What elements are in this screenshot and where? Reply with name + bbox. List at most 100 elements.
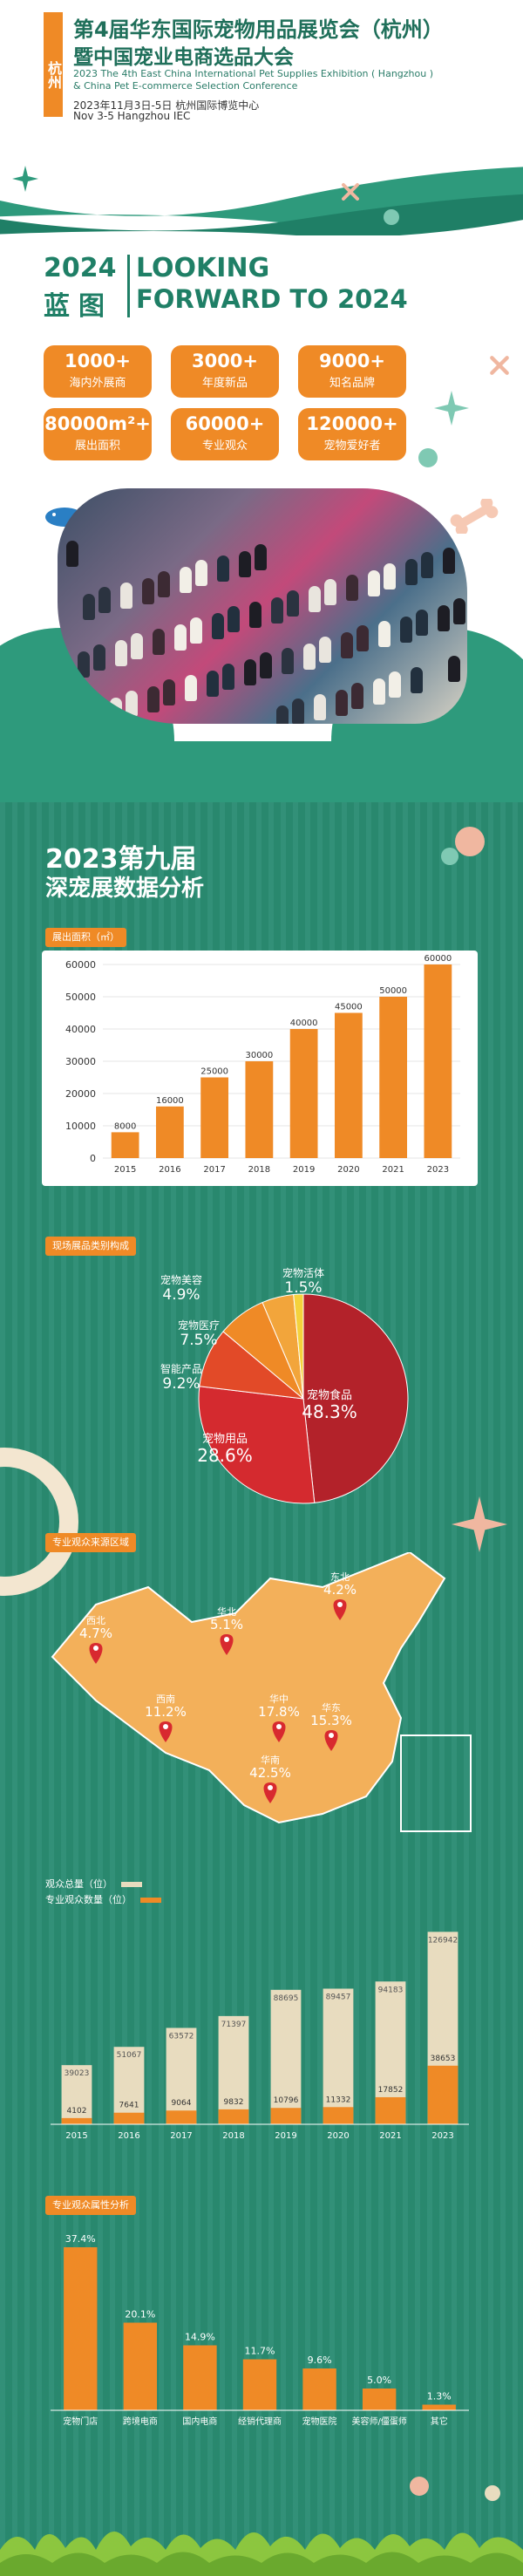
x-tick-label: 2020 <box>337 1165 359 1175</box>
legend-swatch-pro <box>139 1898 161 1903</box>
bar-total <box>270 1989 302 2124</box>
crowd-figure <box>276 705 289 724</box>
crowd-figure <box>244 659 256 685</box>
data-label: 45000 <box>335 1003 363 1012</box>
data-label-pro: 38653 <box>431 2055 456 2063</box>
exhibition-photo <box>58 488 467 724</box>
event-date: 2023年11月3日-5日 杭州国际博览中心 <box>73 99 260 112</box>
south-sea-inset <box>400 1734 472 1832</box>
attribute-bar-chart: 37.4% 宠物门店 20.1% 跨境电商 14.9% 国内电商 11.7% 经销代理商 9.6… <box>51 2233 469 2427</box>
data-label-total: 126942 <box>428 1936 458 1945</box>
crowd-figure <box>443 548 455 574</box>
x-tick-label: 2018 <box>248 1165 270 1175</box>
crowd-figure <box>115 640 127 666</box>
pie-slice <box>302 1293 409 1503</box>
data-label-pro: 9832 <box>224 2098 244 2107</box>
bar-total <box>113 2047 145 2124</box>
location-pin-icon <box>272 1721 286 1742</box>
dot-decoration <box>418 448 438 467</box>
bar-total <box>323 1988 354 2124</box>
y-tick-label: 60000 <box>65 959 96 971</box>
crowd-figure <box>249 602 262 628</box>
x-tick-label: 美容师/僵蛋师 <box>351 2416 406 2427</box>
y-tick-label: 50000 <box>65 992 96 1003</box>
region-name: 华北 <box>217 1605 236 1618</box>
x-tick-label: 2016 <box>159 1165 180 1175</box>
x-tick-label: 2017 <box>170 2131 192 2141</box>
bar-total <box>218 2015 249 2124</box>
region-name: 华东 <box>322 1701 341 1714</box>
lf-en-line1: LOOKING <box>136 253 270 283</box>
pie-slice <box>293 1293 304 1400</box>
stat-exhibitors: 1000+ 海内外展商 <box>44 345 152 398</box>
slice-label: 智能产品 <box>160 1362 202 1375</box>
region-name: 西南 <box>156 1693 175 1705</box>
x-tick-label: 2019 <box>275 2131 296 2141</box>
slice-value: 4.9% <box>162 1286 200 1304</box>
crowd-figure <box>222 664 234 690</box>
data-section: 2023第九届 深宠展数据分析 展出面积（㎡） 0 10000 20000 30000… <box>0 802 523 2576</box>
x-tick-label: 跨境电商 <box>123 2416 158 2427</box>
crowd-figure <box>384 563 396 589</box>
bar-pro <box>270 2108 302 2124</box>
slice-label: 宠物食品 <box>307 1388 352 1402</box>
crowd-figure <box>110 698 122 724</box>
region-chart-tag: 专业观众来源区域 <box>45 1533 136 1552</box>
region-name: 华南 <box>261 1754 280 1766</box>
crowd-figure <box>142 578 154 604</box>
crowd-figure <box>158 571 170 597</box>
data-label: 30000 <box>245 1051 273 1060</box>
pin-dot <box>337 1602 343 1607</box>
stat-pet-lovers: 120000+ 宠物爱好者 <box>298 408 406 460</box>
crowd-figure <box>131 633 143 659</box>
dot-decoration <box>455 827 485 856</box>
crowd-figure <box>239 551 251 577</box>
category-chart-tag: 现场展品类别构成 <box>45 1237 136 1256</box>
pin-dot <box>276 1724 282 1729</box>
crowd-figure <box>292 699 304 724</box>
lf-year: 2024 <box>44 253 117 283</box>
bar-total <box>61 2065 92 2124</box>
region-name: 西北 <box>86 1615 105 1626</box>
crowd-figure <box>309 586 321 612</box>
dot-decoration <box>410 2477 429 2496</box>
crowd-figure <box>207 671 219 697</box>
bar <box>200 1077 229 1158</box>
pin-dot <box>329 1733 334 1738</box>
data-label-pro: 11332 <box>326 2096 351 2104</box>
crowd-figure <box>195 560 207 586</box>
slice-value: 48.3% <box>302 1401 357 1422</box>
x-tick-label: 国内电商 <box>182 2416 217 2427</box>
legend-total: 观众总量（位） <box>45 1877 142 1891</box>
slice-value: 9.2% <box>162 1375 200 1393</box>
bar <box>424 964 452 1158</box>
crowd-figure <box>416 610 428 636</box>
bar-pro <box>323 2107 354 2124</box>
bar-pro <box>375 2096 406 2124</box>
x-tick-label: 2015 <box>65 2131 87 2141</box>
visitor-bar-chart: 39023 4102 2015 51067 7641 2016 63572 9064 2017 7… <box>51 1932 469 2141</box>
crowd-figure <box>341 632 353 658</box>
data-label: 25000 <box>200 1067 228 1077</box>
data-label: 8000 <box>114 1121 136 1131</box>
grass-decoration <box>0 2531 523 2576</box>
lf-blueprint: 蓝图 <box>44 291 113 322</box>
stat-new-products: 3000+ 年度新品 <box>171 345 279 398</box>
crowd-figure <box>180 567 192 593</box>
crowd-figure <box>98 587 111 613</box>
region-value: 42.5% <box>249 1765 291 1781</box>
slice-value: 7.5% <box>180 1332 217 1349</box>
slice-value: 28.6% <box>197 1445 253 1466</box>
crowd-figure <box>88 702 100 724</box>
data-label: 60000 <box>424 954 452 964</box>
data-label-total: 88695 <box>274 1994 299 2003</box>
y-tick-label: 0 <box>90 1153 96 1164</box>
region-value: 4.2% <box>323 1582 357 1598</box>
x-tick-label: 2015 <box>114 1165 136 1175</box>
bar <box>422 2404 456 2410</box>
pie-slice <box>198 1386 316 1504</box>
stat-visitors: 60000+ 专业观众 <box>171 408 279 460</box>
cross-icon <box>342 183 359 201</box>
looking-forward-section: 2024 蓝图 LOOKING FORWARD TO 2024 1000+ 海内… <box>0 140 523 802</box>
